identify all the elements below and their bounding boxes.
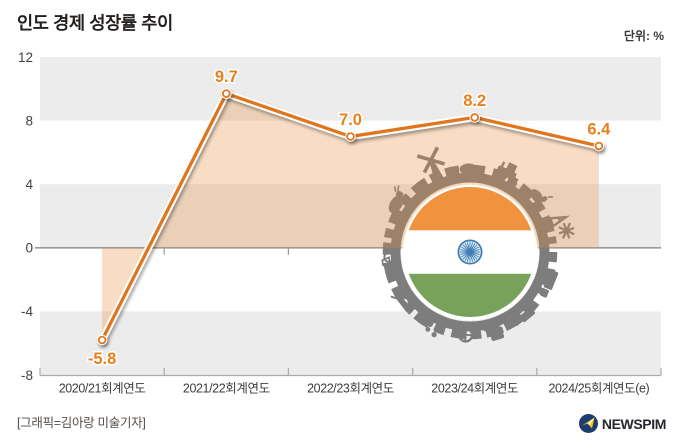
y-axis-label: 12 bbox=[18, 50, 33, 65]
bicycle-icon bbox=[381, 251, 397, 275]
cart-icon bbox=[390, 292, 415, 312]
india-flag-graphic bbox=[402, 184, 538, 320]
y-axis-label: -8 bbox=[21, 368, 33, 383]
ox-icon bbox=[388, 185, 409, 217]
chart-grid-layer: 12 8 4 0 -4 -8 2020/21회계연도 2021/22회계연도 2022/23회계… bbox=[18, 50, 662, 396]
newspim-logo-text: NEWSPIM bbox=[601, 415, 666, 432]
x-axis-label: 2024/25회계연도(e) bbox=[548, 382, 649, 396]
value-label: 6.4 bbox=[587, 121, 611, 139]
y-axis-label: 8 bbox=[25, 113, 33, 128]
ashoka-chakra-icon bbox=[457, 239, 483, 265]
oil-derrick-icon bbox=[539, 215, 575, 239]
data-point bbox=[594, 141, 604, 151]
value-label: 8.2 bbox=[463, 92, 486, 110]
pig-icon bbox=[459, 163, 480, 179]
data-point bbox=[222, 89, 231, 98]
page-title: 인도 경제 성장률 추이 bbox=[17, 13, 173, 33]
x-axis-label: 2023/24회계연도 bbox=[431, 382, 518, 396]
credit-caption: [그래픽=김아랑 미술기자] bbox=[17, 416, 146, 430]
x-axis-label: 2021/22회계연도 bbox=[183, 382, 270, 396]
value-label: 9.7 bbox=[215, 68, 238, 86]
data-point bbox=[346, 132, 355, 141]
grid-band bbox=[40, 57, 661, 121]
truck-icon bbox=[536, 269, 559, 298]
data-point bbox=[470, 113, 480, 122]
x-axis-label: 2020/21회계연도 bbox=[59, 382, 146, 396]
data-point bbox=[97, 335, 107, 345]
goat-icon bbox=[525, 189, 553, 207]
lorry-icon bbox=[511, 305, 536, 326]
newspim-logo-icon bbox=[578, 414, 598, 433]
chart-area-layer bbox=[102, 93, 599, 341]
chart-line-layer: -5.8 9.7 7.0 8.2 6.4 bbox=[86, 67, 612, 370]
x-axis-label: 2022/23회계연도 bbox=[307, 382, 394, 396]
y-axis-label: 0 bbox=[25, 241, 33, 256]
windmill-icon bbox=[416, 146, 446, 184]
grid-band bbox=[40, 184, 661, 248]
newspim-logo: NEWSPIM bbox=[578, 414, 666, 433]
tractor-icon bbox=[494, 161, 518, 188]
grid-band bbox=[40, 311, 661, 375]
unit-label: 단위: % bbox=[623, 29, 664, 43]
wheel-icon bbox=[457, 327, 474, 343]
area-fill bbox=[102, 93, 599, 341]
ring-band bbox=[390, 172, 550, 332]
value-label: -5.8 bbox=[88, 350, 116, 368]
y-axis-label: -4 bbox=[21, 304, 33, 319]
y-axis-label: 4 bbox=[25, 177, 33, 192]
rickshaw-icon bbox=[483, 320, 505, 341]
value-label: 7.0 bbox=[339, 111, 362, 129]
people-icon bbox=[425, 318, 442, 338]
